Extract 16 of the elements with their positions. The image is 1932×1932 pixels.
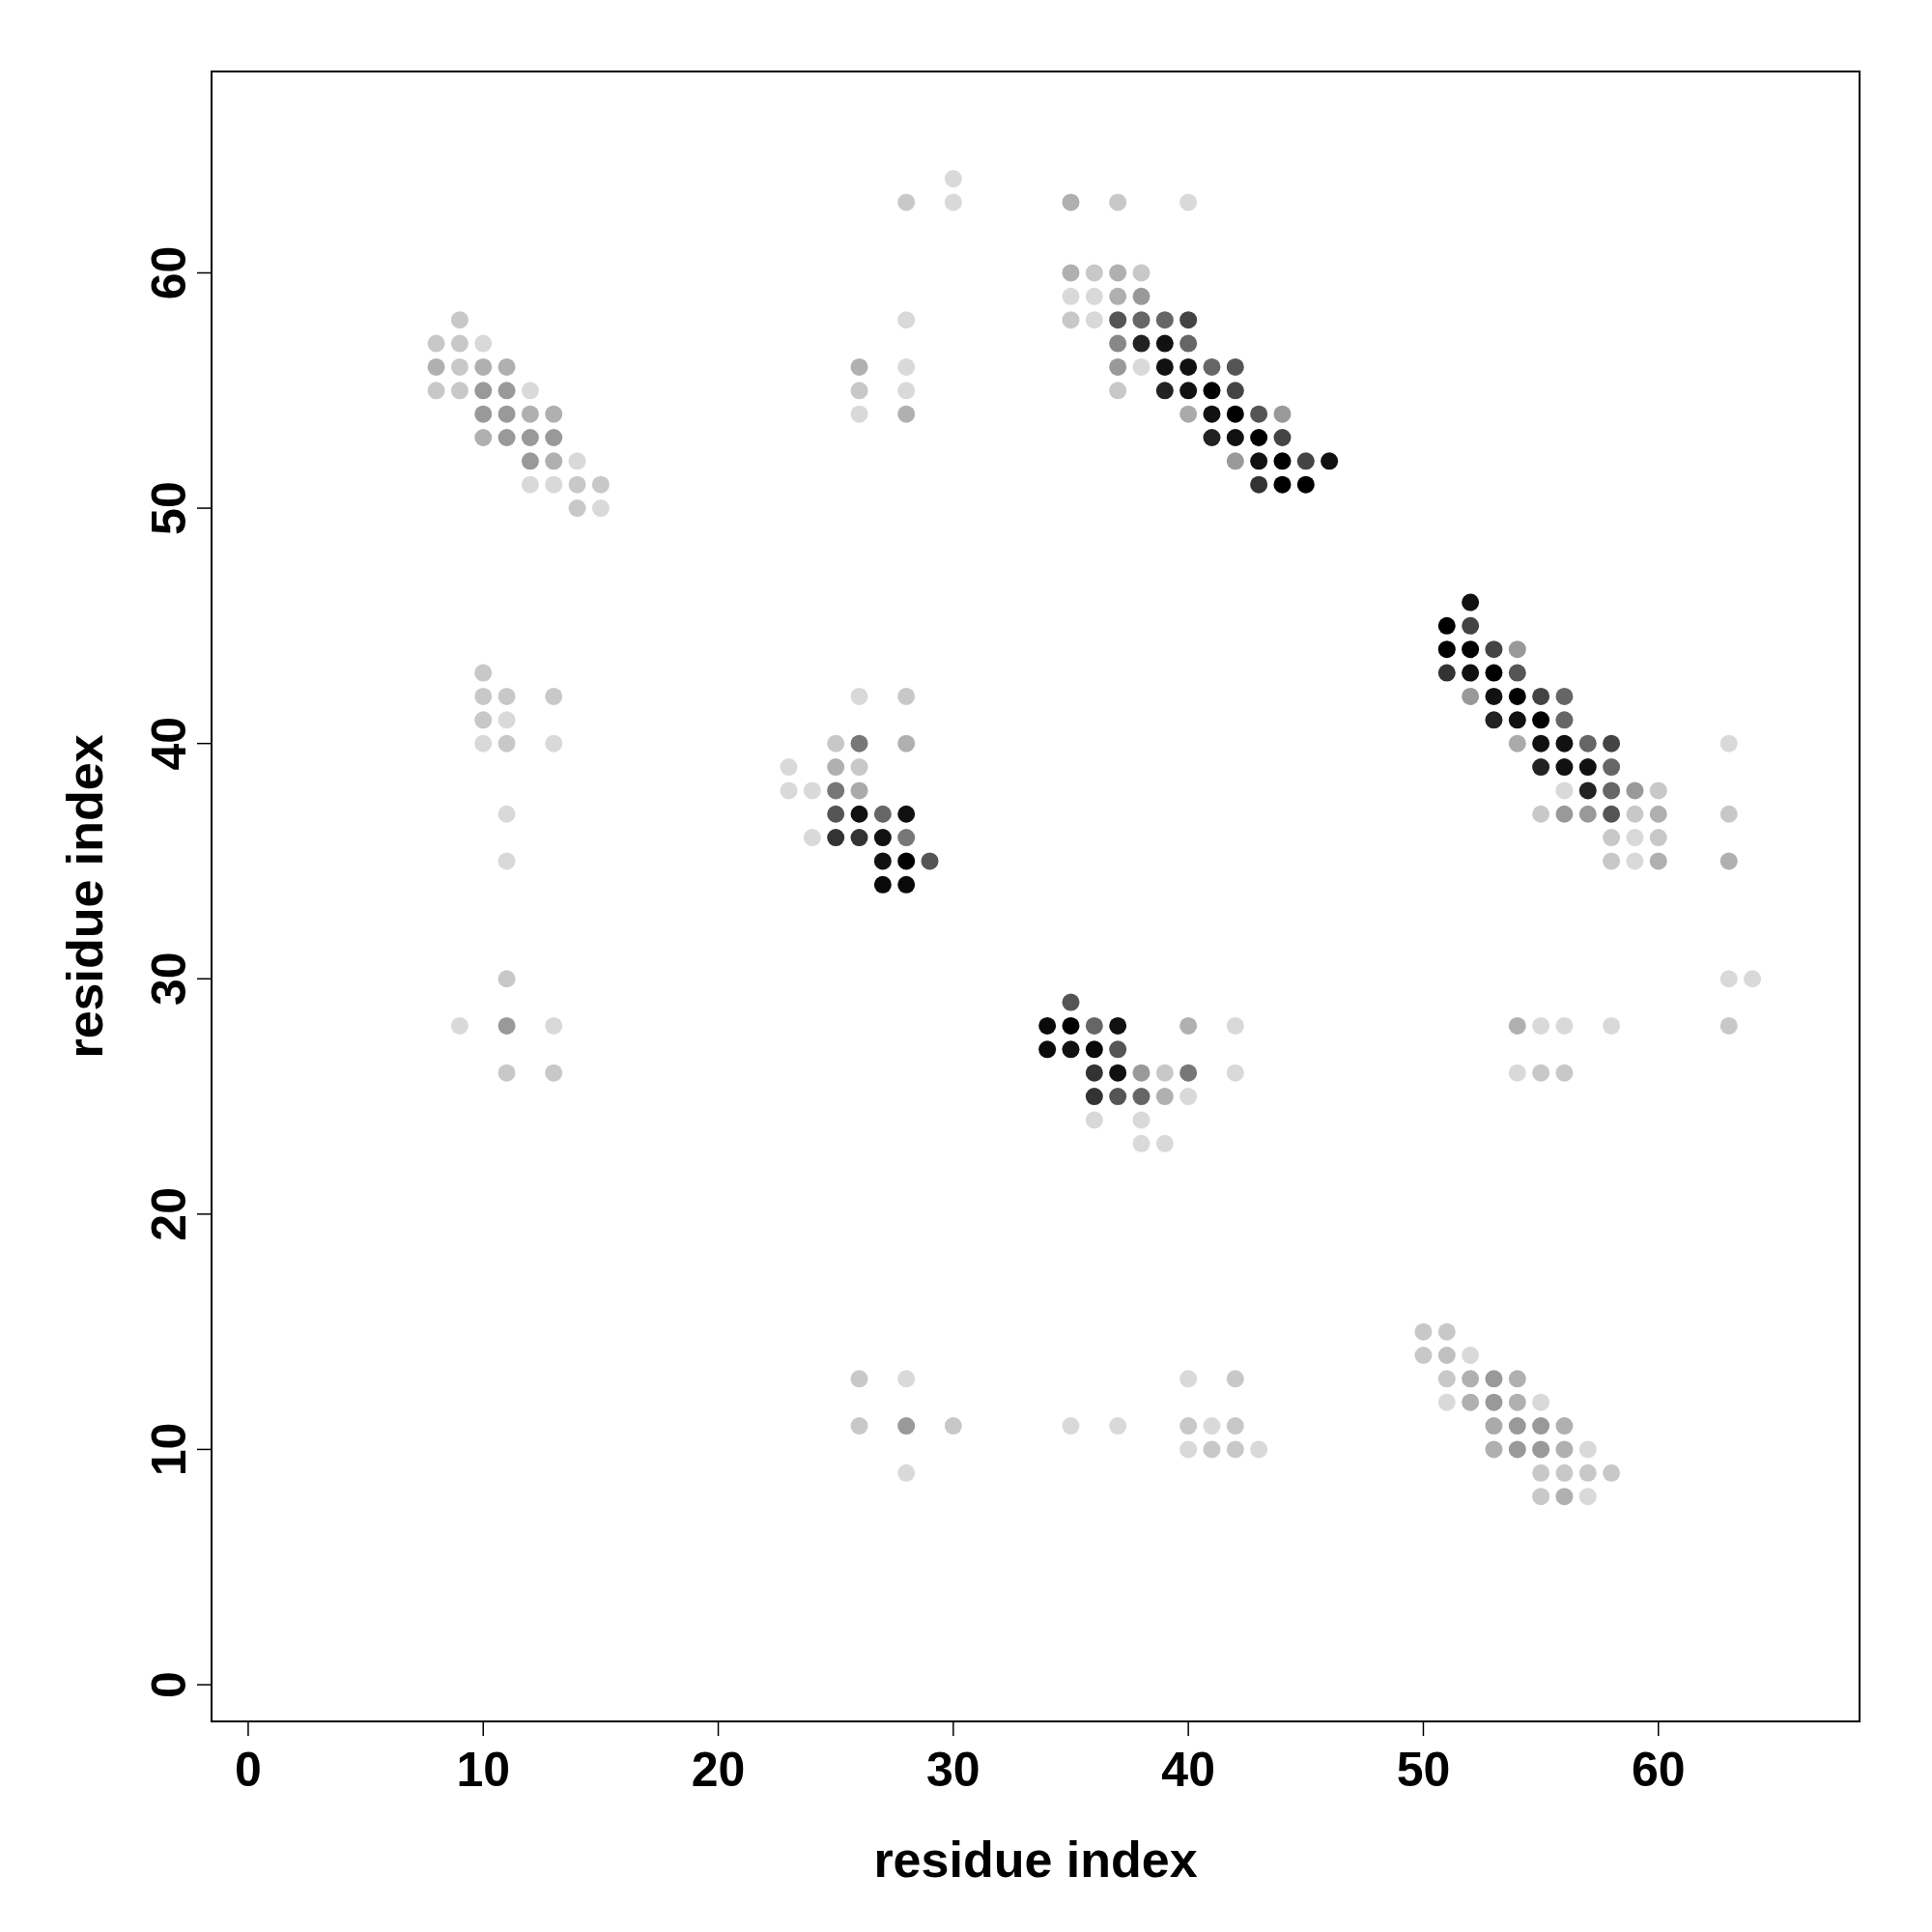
x-tick-label: 10: [456, 1743, 511, 1797]
x-tick-label: 40: [1161, 1743, 1215, 1797]
x-axis-title: residue index: [873, 1832, 1198, 1888]
x-tick-label: 0: [235, 1743, 262, 1797]
y-axis-title: residue index: [57, 734, 114, 1059]
y-tick-label: 20: [142, 1187, 196, 1241]
y-tick-label: 10: [142, 1422, 196, 1477]
x-tick-label: 50: [1396, 1743, 1451, 1797]
y-tick-label: 0: [142, 1671, 196, 1698]
x-tick-label: 30: [926, 1743, 980, 1797]
y-tick-label: 30: [142, 952, 196, 1007]
x-tick-label: 60: [1631, 1743, 1686, 1797]
y-tick-label: 40: [142, 716, 196, 771]
y-tick-label: 50: [142, 481, 196, 535]
x-tick-label: 20: [691, 1743, 746, 1797]
y-tick-label: 60: [142, 245, 196, 300]
